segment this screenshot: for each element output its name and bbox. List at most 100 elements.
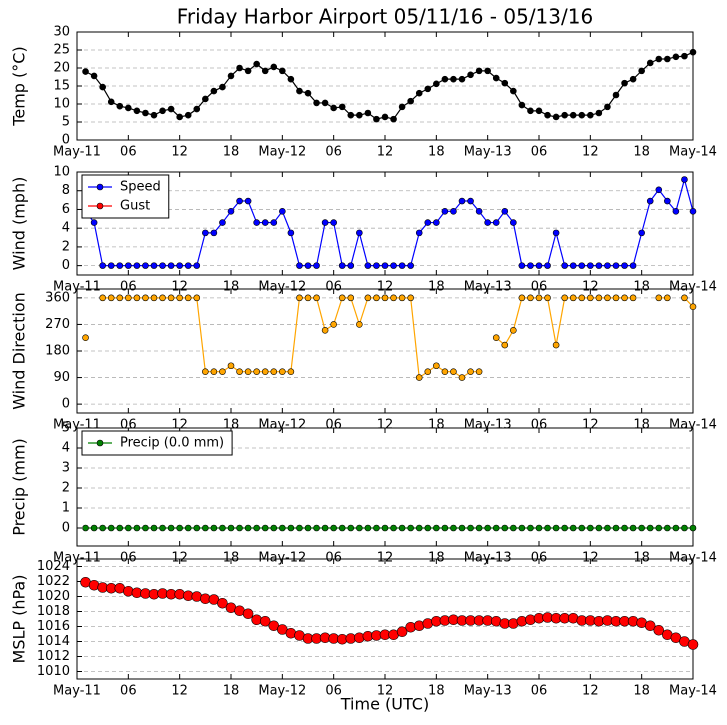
data-point [159, 107, 166, 115]
data-point [612, 294, 620, 302]
data-point [510, 524, 517, 532]
x-tick-label: 06 [325, 280, 342, 295]
data-point [193, 294, 201, 302]
data-point [552, 229, 560, 237]
data-point [227, 72, 235, 80]
y-tick-label: 1010 [37, 664, 70, 679]
x-tick-label: 06 [120, 684, 137, 699]
data-point [552, 524, 560, 532]
y-tick-label: 5 [62, 115, 70, 130]
data-point [415, 374, 423, 381]
data-point [184, 262, 192, 269]
x-tick-label: May-12 [258, 418, 306, 433]
data-point [544, 262, 551, 269]
data-point [441, 208, 449, 215]
data-point [655, 55, 663, 63]
data-point [595, 109, 603, 117]
data-point [629, 262, 637, 269]
data-point [604, 103, 611, 111]
data-point [244, 67, 252, 75]
x-tick-label: May-13 [464, 684, 512, 699]
data-point [441, 75, 449, 83]
data-point [82, 68, 89, 75]
data-point [569, 262, 577, 269]
data-point [407, 294, 414, 302]
data-point [501, 79, 509, 87]
data-point [219, 219, 226, 226]
data-point [433, 219, 440, 226]
data-point [202, 95, 209, 103]
data-point [561, 111, 568, 119]
data-point [330, 321, 337, 328]
x-tick-label: 18 [428, 280, 445, 295]
x-tick-label: May-11 [53, 145, 101, 160]
x-tick-label: May-14 [669, 280, 717, 295]
data-point [364, 262, 372, 269]
data-point [544, 294, 551, 302]
data-point [116, 524, 124, 532]
data-point [467, 197, 474, 205]
data-point [595, 262, 603, 269]
data-point [270, 219, 278, 226]
data-point [552, 113, 560, 121]
y-tick-label: 0 [62, 133, 70, 148]
data-point [407, 524, 414, 532]
data-point [441, 368, 449, 375]
data-point [279, 368, 286, 375]
chart-title: Friday Harbor Airport 05/11/16 - 05/13/1… [177, 5, 593, 29]
x-tick-label: 06 [120, 145, 137, 160]
data-point [296, 262, 303, 269]
data-point [125, 104, 132, 112]
data-point [184, 111, 192, 119]
data-point [561, 524, 568, 532]
x-tick-label: 18 [428, 145, 445, 160]
data-point [193, 262, 201, 269]
data-point [653, 624, 665, 636]
x-tick-label: 18 [633, 280, 650, 295]
data-point [90, 219, 98, 226]
data-point [501, 341, 509, 349]
data-point [646, 59, 654, 67]
data-point [99, 83, 106, 91]
legend-label: Speed [120, 180, 161, 195]
y-tick-label: 3 [62, 461, 70, 476]
x-tick-label: 06 [531, 684, 548, 699]
legend-marker [96, 183, 104, 191]
y-tick-label: 1012 [37, 649, 70, 664]
data-point [219, 524, 226, 532]
x-tick-label: 18 [633, 145, 650, 160]
data-point [236, 524, 243, 532]
data-point [398, 524, 406, 532]
data-point [535, 107, 543, 115]
data-point [304, 262, 312, 269]
y-tick-label: 1018 [37, 604, 70, 619]
x-tick-label: May-11 [53, 684, 101, 699]
data-point [681, 294, 688, 302]
data-point [167, 262, 175, 269]
data-point [270, 524, 278, 532]
y-tick-label: 0 [62, 258, 70, 273]
data-point [587, 262, 594, 269]
x-tick-label: May-12 [258, 551, 306, 566]
data-point [133, 294, 141, 302]
data-point [356, 321, 363, 328]
data-point [142, 294, 149, 302]
x-tick-label: 18 [223, 145, 240, 160]
data-point [210, 229, 218, 237]
x-tick-label: May-11 [53, 418, 101, 433]
data-point [210, 368, 218, 375]
x-tick-label: 18 [223, 280, 240, 295]
data-point [638, 229, 645, 237]
data-point [381, 262, 389, 269]
data-point [99, 294, 106, 302]
data-point [244, 368, 252, 375]
data-point [90, 72, 98, 80]
x-tick-label: May-14 [669, 684, 717, 699]
x-tick-label: 06 [531, 145, 548, 160]
data-point [261, 368, 269, 375]
data-point [167, 294, 175, 302]
data-point [612, 524, 620, 532]
y-tick-label: 15 [53, 79, 70, 94]
data-point [176, 262, 183, 269]
y-tick-label: 1020 [37, 589, 70, 604]
